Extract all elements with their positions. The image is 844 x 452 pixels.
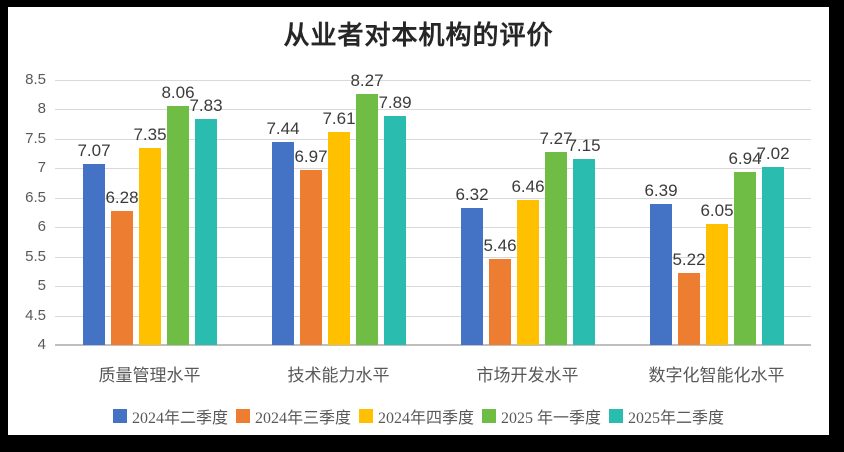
gridline [55, 198, 811, 199]
value-label: 8.06 [161, 83, 195, 102]
bar-2025 年一季度-质量管理水平 [167, 106, 189, 345]
legend-swatch-icon [358, 409, 373, 423]
gridline [55, 286, 811, 287]
value-label: 7.15 [567, 136, 601, 155]
legend-item: 2024年四季度 [358, 404, 474, 428]
bar-2024年二季度-市场开发水平 [461, 208, 483, 345]
bar-2024年二季度-技术能力水平 [272, 142, 294, 345]
value-label: 7.07 [77, 141, 111, 160]
x-axis-category-label: 质量管理水平 [98, 366, 201, 385]
legend-label: 2024年二季度 [131, 410, 228, 427]
bar-2024年二季度-质量管理水平 [83, 164, 105, 345]
bar-2024年三季度-质量管理水平 [111, 211, 133, 345]
y-axis-tick-label: 7.5 [25, 130, 46, 147]
gridline [55, 109, 811, 110]
bar-2025年二季度-质量管理水平 [195, 119, 217, 345]
legend-label: 2024年三季度 [254, 410, 351, 427]
value-label: 6.28 [105, 188, 139, 207]
value-label: 7.27 [539, 129, 573, 148]
bar-2024年四季度-市场开发水平 [517, 200, 539, 345]
value-label: 7.83 [189, 96, 223, 115]
value-label: 7.44 [266, 119, 300, 138]
value-label: 7.61 [322, 109, 356, 128]
bar-2025年二季度-技术能力水平 [384, 116, 406, 345]
bar-2024年四季度-质量管理水平 [139, 148, 161, 345]
gridline [55, 168, 811, 169]
x-axis-category-label: 市场开发水平 [476, 366, 579, 385]
gridline [55, 227, 811, 228]
bar-2024年四季度-技术能力水平 [328, 132, 350, 345]
bar-2024年四季度-数字化智能化水平 [706, 224, 728, 345]
y-axis-tick-label: 8.5 [25, 71, 46, 88]
chart-canvas: 从业者对本机构的评价 4 4.5 5 5.5 6 6.5 7 7.5 8 8.5 7.07 6.28 7… [8, 7, 829, 435]
value-label: 6.97 [294, 147, 328, 166]
chart-title: 从业者对本机构的评价 [283, 21, 554, 50]
bar-2025 年一季度-市场开发水平 [545, 152, 567, 345]
value-label: 7.35 [133, 125, 167, 144]
legend: 2024年二季度 2024年三季度 2024年四季度 2025 年一季度 2025年二季… [8, 404, 829, 428]
y-axis-tick-label: 6 [37, 218, 46, 235]
value-label: 7.02 [756, 144, 790, 163]
bar-2025年二季度-数字化智能化水平 [762, 167, 784, 345]
legend-swatch-icon [609, 409, 624, 423]
gridline [55, 257, 811, 258]
gridline [55, 316, 811, 317]
legend-item: 2024年二季度 [112, 404, 228, 428]
x-axis-line [55, 344, 811, 346]
value-label: 5.22 [672, 250, 706, 269]
value-label: 6.05 [700, 201, 734, 220]
y-axis-tick-label: 4.5 [25, 307, 46, 324]
legend-label: 2024年四季度 [377, 410, 474, 427]
y-axis-tick-label: 5 [37, 277, 46, 294]
bar-2024年三季度-市场开发水平 [489, 259, 511, 345]
x-axis-category-label: 数字化智能化水平 [648, 366, 785, 385]
bar-2024年二季度-数字化智能化水平 [650, 204, 672, 345]
y-axis-tick-label: 4 [37, 336, 46, 353]
value-label: 6.32 [455, 185, 489, 204]
y-axis-tick-label: 6.5 [25, 189, 46, 206]
bar-2025年二季度-市场开发水平 [573, 159, 595, 345]
legend-label: 2025年二季度 [628, 410, 725, 427]
legend-item: 2025年二季度 [609, 404, 724, 428]
bar-2025 年一季度-数字化智能化水平 [734, 172, 756, 345]
legend-swatch-icon [482, 409, 496, 423]
legend-swatch-icon [235, 409, 250, 423]
value-label: 6.46 [511, 177, 545, 196]
bar-2024年三季度-技术能力水平 [300, 170, 322, 345]
legend-item: 2024年三季度 [235, 404, 351, 428]
value-label: 8.27 [350, 71, 384, 90]
y-axis-tick-label: 8 [37, 100, 46, 117]
value-label: 6.94 [728, 149, 762, 168]
value-label: 6.39 [644, 181, 678, 200]
legend-label: 2025 年一季度 [501, 410, 602, 427]
value-label: 7.89 [378, 93, 412, 112]
legend-item: 2025 年一季度 [482, 404, 601, 428]
legend-swatch-icon [112, 409, 127, 423]
bar-2025 年一季度-技术能力水平 [356, 94, 378, 345]
y-axis-tick-label: 7 [37, 159, 46, 176]
bar-2024年三季度-数字化智能化水平 [678, 273, 700, 345]
x-axis-category-label: 技术能力水平 [287, 366, 390, 385]
y-axis-tick-label: 5.5 [25, 248, 46, 265]
value-label: 5.46 [483, 236, 517, 255]
gridline [55, 139, 811, 140]
gridline [55, 80, 811, 81]
